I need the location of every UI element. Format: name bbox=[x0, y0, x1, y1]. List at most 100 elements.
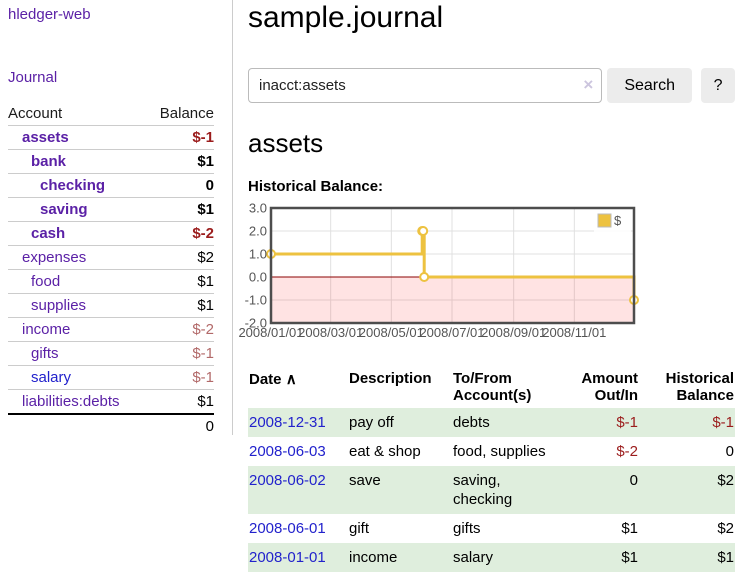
date-column-header[interactable]: Date ∧ bbox=[249, 371, 297, 388]
chart-canvas: 3.0 2.0 1.0 0.0 -1.0 -2.02008/01/012008/03/01… bbox=[238, 201, 639, 340]
account-row: cash $-2 bbox=[8, 221, 214, 246]
svg-text:-1.0: -1.0 bbox=[245, 293, 267, 308]
account-name-cell: food bbox=[8, 269, 147, 294]
transaction-accounts: saving, checking bbox=[453, 472, 513, 508]
account-page-title: assets bbox=[248, 128, 324, 158]
account-name-cell: expenses bbox=[8, 245, 147, 270]
legend-swatch-icon bbox=[597, 213, 612, 228]
account-row: salary $-1 bbox=[8, 365, 214, 390]
brand-link[interactable]: hledger-web bbox=[8, 6, 91, 23]
transaction-date-cell: 2008-06-02 bbox=[248, 466, 345, 514]
register-row: 2008-06-03 eat & shop food, supplies $-2 0 bbox=[248, 437, 735, 466]
search-input[interactable] bbox=[248, 68, 603, 103]
historical-balance-chart: 3.0 2.0 1.0 0.0 -1.0 -2.0 2008/01/01 2008/03/01… bbox=[238, 201, 735, 353]
transaction-amount: $-2 bbox=[616, 443, 638, 460]
account-name-cell: salary bbox=[8, 365, 147, 390]
register-row: 2008-01-01 income salary $1 $1 bbox=[248, 543, 735, 572]
transaction-balance: $2 bbox=[717, 472, 734, 489]
svg-text:2008/01/01: 2008/01/01 bbox=[238, 325, 303, 340]
amount-column-header: Amount Out/In bbox=[581, 370, 638, 404]
transaction-date-link[interactable]: 2008-01-01 bbox=[249, 549, 326, 566]
register-row: 2008-06-02 save saving, checking 0 $2 bbox=[248, 466, 735, 514]
transaction-date-cell: 2008-01-01 bbox=[248, 543, 345, 572]
search-button[interactable]: Search bbox=[607, 68, 693, 103]
account-link-saving[interactable]: saving bbox=[40, 201, 88, 218]
register-row: 2008-06-01 gift gifts $1 $2 bbox=[248, 514, 735, 543]
account-link-gifts[interactable]: gifts bbox=[31, 345, 59, 362]
account-link-checking[interactable]: checking bbox=[40, 177, 106, 194]
transaction-amount: $-1 bbox=[616, 414, 638, 431]
account-link-cash[interactable]: cash bbox=[31, 225, 66, 242]
transaction-date-link[interactable]: 2008-06-01 bbox=[249, 520, 326, 537]
svg-text:2.0: 2.0 bbox=[249, 224, 267, 239]
account-column-header: Account bbox=[8, 105, 63, 122]
account-row: food $1 bbox=[8, 269, 214, 294]
search-input-wrap: × bbox=[248, 68, 603, 103]
account-row: gifts $-1 bbox=[8, 341, 214, 366]
account-link-expenses[interactable]: expenses bbox=[22, 249, 87, 266]
accounts-table-header: Account Balance bbox=[8, 102, 214, 126]
account-link-salary[interactable]: salary bbox=[31, 369, 72, 386]
transaction-amount: 0 bbox=[629, 472, 638, 489]
svg-text:$: $ bbox=[614, 213, 622, 228]
balance-column-header: Balance bbox=[159, 105, 214, 122]
account-link-assets[interactable]: assets bbox=[22, 129, 69, 146]
svg-text:2008/07/01: 2008/07/01 bbox=[419, 325, 484, 340]
svg-text:2008/03/01: 2008/03/01 bbox=[298, 325, 363, 340]
account-link-food[interactable]: food bbox=[31, 273, 61, 290]
sidebar-item-journal[interactable]: Journal bbox=[8, 69, 58, 86]
svg-text:0.0: 0.0 bbox=[249, 270, 267, 285]
account-balance: $1 bbox=[146, 269, 214, 294]
sidebar: hledger-web Journal Account Balance asse… bbox=[0, 0, 233, 438]
page-title: sample.journal bbox=[248, 1, 444, 34]
transaction-date-link[interactable]: 2008-06-02 bbox=[249, 472, 326, 489]
svg-text:2008/09/01: 2008/09/01 bbox=[481, 325, 546, 340]
account-link-supplies[interactable]: supplies bbox=[31, 297, 87, 314]
svg-text:1.0: 1.0 bbox=[249, 247, 267, 262]
svg-text:-2.0: -2.0 bbox=[245, 316, 267, 331]
account-name-cell: checking bbox=[8, 173, 147, 198]
main-content: sample.journal × Search ? assets Histori… bbox=[238, 0, 735, 572]
account-row: liabilities:debts $1 bbox=[8, 389, 214, 414]
accounts-total-value: 0 bbox=[146, 413, 214, 438]
account-link-liabilities-debts[interactable]: liabilities:debts bbox=[22, 393, 120, 410]
transaction-balance: $-1 bbox=[712, 414, 734, 431]
account-balance: $-1 bbox=[146, 125, 214, 150]
account-row: expenses $2 bbox=[8, 245, 214, 270]
transaction-balance: $1 bbox=[717, 549, 734, 566]
account-balance: $2 bbox=[146, 245, 214, 270]
chart-heading: Historical Balance: bbox=[248, 178, 384, 195]
transaction-date-link[interactable]: 2008-12-31 bbox=[249, 414, 326, 431]
account-balance: $1 bbox=[146, 389, 214, 414]
transaction-date-cell: 2008-06-01 bbox=[248, 514, 345, 543]
account-name-cell: saving bbox=[8, 197, 147, 222]
sort-ascending-icon: ∧ bbox=[285, 371, 297, 388]
help-button[interactable]: ? bbox=[701, 68, 735, 103]
transaction-accounts: food, supplies bbox=[453, 443, 546, 460]
transaction-date-link[interactable]: 2008-06-03 bbox=[249, 443, 326, 460]
transaction-accounts: gifts bbox=[453, 520, 481, 537]
account-link-bank[interactable]: bank bbox=[31, 153, 67, 170]
account-name-cell: gifts bbox=[8, 341, 147, 366]
account-name-cell: cash bbox=[8, 221, 147, 246]
transaction-balance: $2 bbox=[717, 520, 734, 537]
account-balance: $-2 bbox=[146, 317, 214, 342]
account-link-income[interactable]: income bbox=[22, 321, 71, 338]
svg-text:2008/11/01: 2008/11/01 bbox=[542, 325, 606, 340]
transaction-description: save bbox=[349, 472, 381, 489]
account-name-cell: income bbox=[8, 317, 147, 342]
accounts-total-spacer bbox=[8, 413, 147, 438]
clear-search-icon[interactable]: × bbox=[583, 75, 594, 94]
search-form: × Search ? bbox=[248, 68, 735, 103]
account-balance: $1 bbox=[146, 197, 214, 222]
account-balance: $-2 bbox=[146, 221, 214, 246]
account-balance: $1 bbox=[146, 293, 214, 318]
transaction-description: gift bbox=[349, 520, 370, 537]
accounts-total-row: 0 bbox=[8, 413, 214, 438]
transaction-accounts: debts bbox=[453, 414, 490, 431]
account-name-cell: supplies bbox=[8, 293, 147, 318]
account-name-cell: liabilities:debts bbox=[8, 389, 147, 414]
account-row: supplies $1 bbox=[8, 293, 214, 318]
accounts-column-header: To/From Account(s) bbox=[453, 370, 532, 404]
account-balance: $1 bbox=[146, 149, 214, 174]
